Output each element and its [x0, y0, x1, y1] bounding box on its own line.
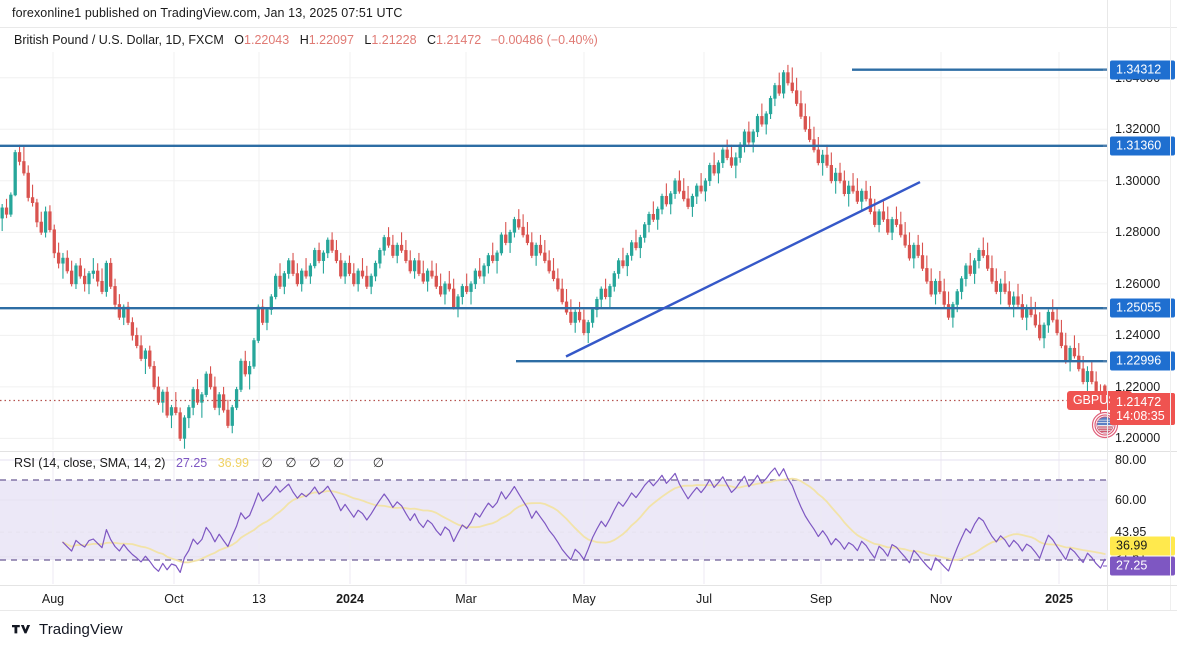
- rsi-sma-badge[interactable]: 36.99: [1110, 536, 1175, 556]
- last-price-badge[interactable]: 1.21472 14:08:35: [1110, 393, 1175, 426]
- bar-countdown: 14:08:35: [1116, 409, 1165, 424]
- price-level-badge[interactable]: 1.25055: [1110, 298, 1175, 318]
- time-axis-label: May: [572, 592, 596, 606]
- price-tick-label: 1.32000: [1115, 122, 1161, 137]
- time-axis-label: 2025: [1045, 592, 1073, 606]
- time-axis-label: Jul: [696, 592, 712, 606]
- last-price-value: 1.21472: [1116, 395, 1162, 410]
- footer: TradingView: [12, 621, 123, 638]
- price-level-badge[interactable]: 1.31360: [1110, 136, 1175, 156]
- rsi-empty-1: ∅: [261, 455, 273, 470]
- price-tick-label: 1.28000: [1115, 225, 1161, 240]
- symbol-title[interactable]: British Pound / U.S. Dollar, 1D, FXCM: [14, 33, 224, 47]
- time-axis-label: Aug: [41, 592, 65, 606]
- level-tick-mark: [1103, 360, 1108, 362]
- rsi-legend: RSI (14, close, SMA, 14, 2) 27.25 36.99 …: [14, 455, 384, 471]
- rsi-tick-label: 43.95: [1115, 525, 1147, 540]
- rsi-empty-4: ∅: [332, 455, 345, 470]
- us-uk-flag-icon: [1091, 412, 1118, 439]
- low-label: L: [364, 33, 372, 47]
- price-change: −0.00486 (−0.40%): [490, 33, 598, 47]
- rsi-pane[interactable]: [0, 452, 1107, 584]
- time-axis-top-rule: [0, 585, 1177, 586]
- close-value: 1.21472: [436, 33, 482, 47]
- time-axis-label: Oct: [164, 592, 184, 606]
- price-tick-label: 1.20000: [1115, 431, 1161, 446]
- rsi-empty-3: ∅: [309, 455, 321, 470]
- price-chart-pane[interactable]: [0, 52, 1107, 450]
- level-tick-mark: [1103, 69, 1108, 71]
- price-tick-label: 1.22000: [1115, 379, 1161, 394]
- chart-legend: British Pound / U.S. Dollar, 1D, FXCM O1…: [14, 33, 598, 47]
- price-level-badge[interactable]: 1.34312: [1110, 60, 1175, 80]
- time-axis-bottom-rule: [0, 610, 1177, 611]
- header-divider: [0, 27, 1177, 28]
- price-tick-label: 1.26000: [1115, 276, 1161, 291]
- time-axis-label: 13: [252, 592, 266, 606]
- pane-divider: [0, 451, 1177, 452]
- axis-separator-right: [1170, 0, 1171, 610]
- price-level-badge[interactable]: 1.22996: [1110, 351, 1175, 371]
- tradingview-brand: TradingView: [39, 621, 123, 638]
- tradingview-logo-icon: [12, 624, 31, 633]
- rsi-tick-label: 60.00: [1115, 493, 1147, 507]
- high-label: H: [299, 33, 309, 47]
- price-tick-label: 1.30000: [1115, 173, 1161, 188]
- rsi-empty-2: ∅: [285, 455, 297, 470]
- time-axis-label: 2024: [336, 592, 364, 606]
- price-axis[interactable]: 1.340001.320001.300001.280001.260001.240…: [1103, 52, 1177, 450]
- rsi-tick-label: 80.00: [1115, 453, 1147, 467]
- close-label: C: [427, 33, 437, 47]
- open-label: O: [234, 33, 245, 47]
- rsi-value-badge[interactable]: 27.25: [1110, 556, 1175, 575]
- time-axis-label: Mar: [455, 592, 477, 606]
- time-axis-label: Nov: [929, 592, 953, 606]
- rsi-sma-value: 36.99: [217, 456, 249, 470]
- price-tick-label: 1.24000: [1115, 328, 1161, 343]
- time-axis-label: Sep: [809, 592, 833, 606]
- rsi-tick-mark: [1103, 565, 1108, 566]
- publication-attribution: forexonline1 published on TradingView.co…: [12, 6, 403, 20]
- high-value: 1.22097: [308, 33, 354, 47]
- rsi-canvas: [0, 452, 1107, 584]
- level-tick-mark: [1103, 307, 1108, 309]
- level-tick-mark: [1103, 145, 1108, 147]
- low-value: 1.21228: [371, 33, 417, 47]
- axis-separator: [1107, 0, 1108, 610]
- rsi-value: 27.25: [175, 456, 208, 470]
- open-value: 1.22043: [244, 33, 290, 47]
- rsi-empty-5: ∅: [372, 455, 385, 470]
- rsi-title[interactable]: RSI (14, close, SMA, 14, 2): [14, 456, 166, 470]
- price-chart-canvas: [0, 52, 1107, 450]
